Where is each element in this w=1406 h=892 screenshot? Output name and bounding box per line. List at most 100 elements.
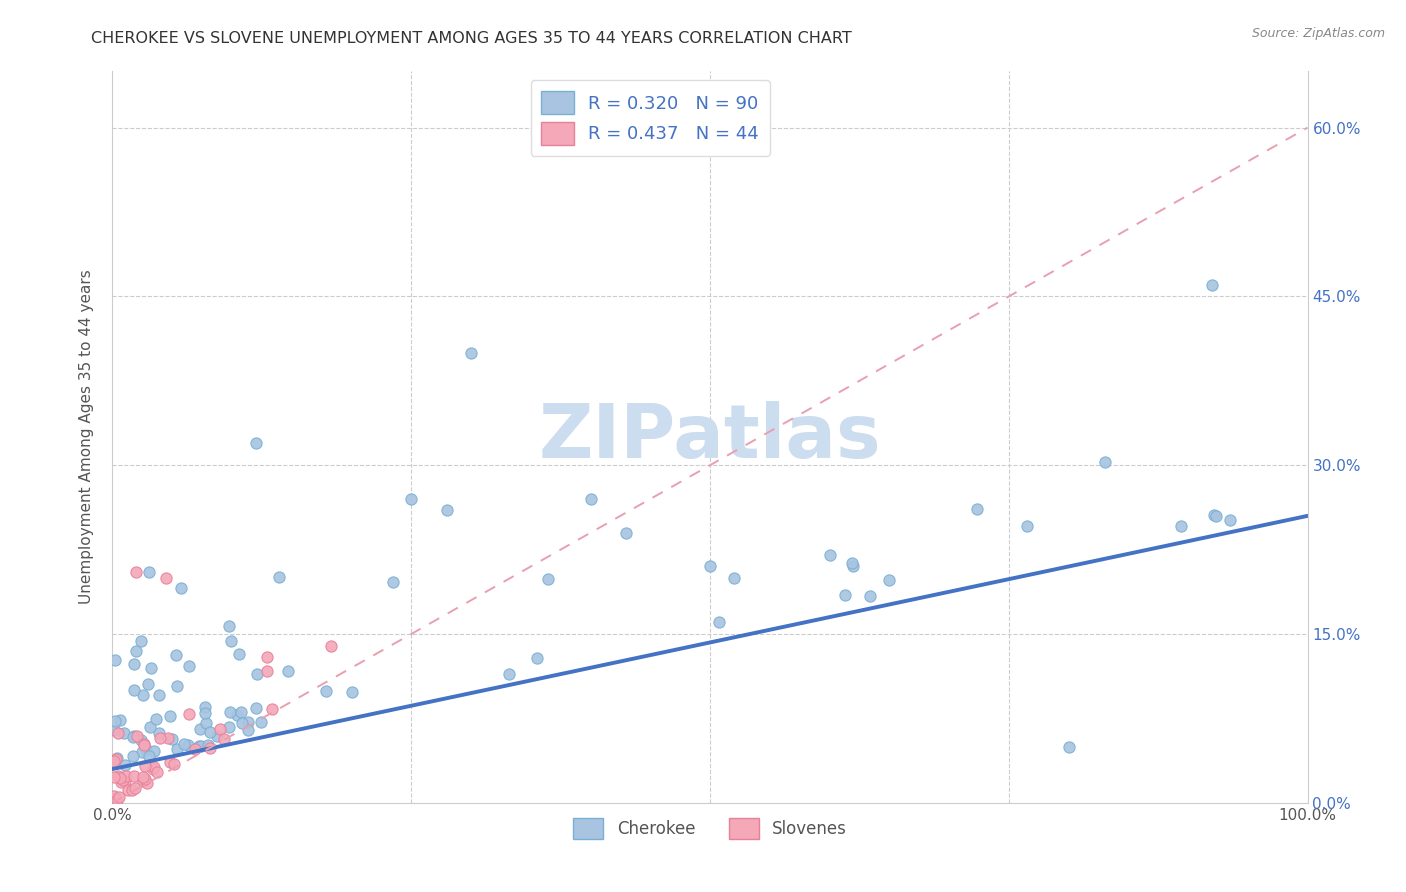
Point bbox=[108, 771, 131, 785]
Text: Source: ZipAtlas.com: Source: ZipAtlas.com bbox=[1251, 27, 1385, 40]
Point bbox=[159, 709, 181, 723]
Point bbox=[723, 571, 745, 585]
Point bbox=[382, 574, 405, 589]
Point bbox=[1202, 508, 1225, 522]
Point bbox=[121, 783, 143, 797]
Point bbox=[125, 730, 148, 744]
Point bbox=[148, 725, 170, 739]
Point bbox=[709, 615, 731, 629]
Point bbox=[179, 706, 201, 721]
Point bbox=[162, 732, 184, 747]
Point bbox=[859, 589, 882, 603]
Point bbox=[218, 619, 240, 633]
Point bbox=[107, 769, 129, 783]
Point bbox=[841, 556, 863, 570]
Point bbox=[145, 712, 167, 726]
Point bbox=[122, 748, 145, 763]
Point bbox=[105, 791, 128, 805]
Point bbox=[112, 773, 135, 788]
Text: CHEROKEE VS SLOVENE UNEMPLOYMENT AMONG AGES 35 TO 44 YEARS CORRELATION CHART: CHEROKEE VS SLOVENE UNEMPLOYMENT AMONG A… bbox=[91, 31, 852, 46]
Text: ZIPatlas: ZIPatlas bbox=[538, 401, 882, 474]
Point bbox=[616, 525, 638, 540]
Point bbox=[136, 775, 159, 789]
Point bbox=[177, 659, 200, 673]
Point bbox=[105, 793, 128, 807]
Point bbox=[132, 738, 155, 752]
Point bbox=[219, 633, 242, 648]
Point bbox=[155, 571, 177, 585]
Point bbox=[103, 723, 125, 737]
Point bbox=[842, 559, 865, 574]
Point bbox=[197, 738, 219, 752]
Point bbox=[834, 588, 856, 602]
Point bbox=[194, 716, 217, 731]
Point bbox=[212, 731, 235, 746]
Point bbox=[104, 714, 127, 728]
Point bbox=[108, 789, 131, 804]
Point bbox=[124, 780, 146, 795]
Point bbox=[141, 661, 163, 675]
Point bbox=[112, 726, 135, 740]
Point bbox=[250, 715, 273, 730]
Point bbox=[136, 676, 159, 690]
Point bbox=[190, 739, 212, 753]
Point bbox=[1057, 739, 1080, 754]
Point bbox=[256, 664, 278, 678]
Point bbox=[236, 714, 259, 729]
Point bbox=[173, 737, 195, 751]
Point bbox=[115, 769, 138, 783]
Point bbox=[110, 714, 132, 728]
Point bbox=[143, 760, 166, 774]
Point bbox=[105, 751, 128, 765]
Point bbox=[315, 684, 337, 698]
Point bbox=[498, 666, 520, 681]
Point bbox=[166, 742, 188, 756]
Point bbox=[114, 773, 136, 788]
Point bbox=[229, 706, 252, 720]
Point bbox=[122, 657, 145, 672]
Point bbox=[207, 729, 229, 743]
Point bbox=[125, 565, 148, 579]
Point bbox=[231, 716, 253, 731]
Point bbox=[129, 733, 152, 747]
Point bbox=[277, 665, 299, 679]
Point bbox=[208, 722, 231, 736]
Point bbox=[142, 744, 165, 758]
Point bbox=[134, 759, 156, 773]
Point bbox=[246, 666, 269, 681]
Point bbox=[117, 782, 139, 797]
Point bbox=[149, 731, 172, 746]
Point bbox=[163, 756, 186, 771]
Point bbox=[131, 745, 153, 759]
Point bbox=[245, 701, 267, 715]
Point bbox=[319, 639, 342, 653]
Point bbox=[148, 688, 170, 702]
Point bbox=[966, 502, 988, 516]
Point bbox=[134, 772, 156, 786]
Point bbox=[526, 651, 548, 665]
Point bbox=[228, 647, 250, 661]
Legend: Cherokee, Slovenes: Cherokee, Slovenes bbox=[567, 811, 853, 846]
Point bbox=[218, 705, 240, 719]
Point bbox=[104, 653, 127, 667]
Point bbox=[818, 548, 841, 562]
Point bbox=[877, 574, 900, 588]
Point bbox=[1201, 278, 1223, 293]
Point bbox=[165, 648, 187, 662]
Point bbox=[170, 581, 193, 595]
Point bbox=[342, 685, 364, 699]
Point bbox=[579, 491, 602, 506]
Point bbox=[124, 769, 146, 783]
Point bbox=[1219, 513, 1241, 527]
Point bbox=[131, 774, 153, 789]
Point bbox=[218, 720, 240, 734]
Point bbox=[238, 723, 260, 738]
Point bbox=[131, 633, 153, 648]
Point bbox=[132, 770, 155, 784]
Point bbox=[401, 491, 423, 506]
Point bbox=[156, 731, 179, 745]
Point bbox=[436, 503, 458, 517]
Point bbox=[460, 345, 482, 359]
Point bbox=[699, 559, 721, 574]
Point bbox=[537, 572, 560, 586]
